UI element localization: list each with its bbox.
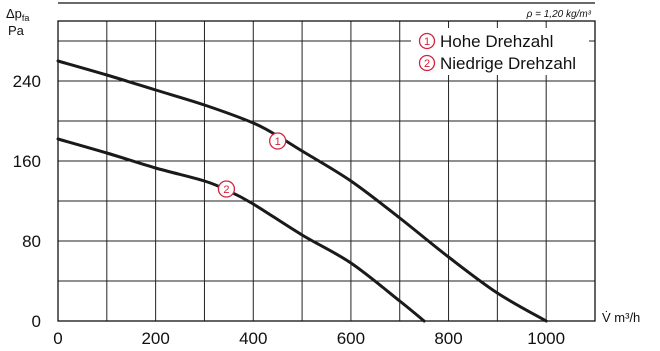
y-axis-unit: Pa: [8, 23, 25, 38]
x-tick-label-200: 200: [141, 329, 169, 348]
y-tick-label-80: 80: [22, 232, 41, 251]
y-axis-symbol-main: Δp: [6, 6, 22, 21]
x-tick-label-800: 800: [434, 329, 462, 348]
tick-labels: 0 200 400 600 800 1000 0 80 160 240: [13, 72, 565, 348]
legend-marker-1-digit: 1: [424, 36, 430, 48]
curves: [56, 59, 548, 323]
y-axis-symbol: Δpfa: [6, 6, 29, 23]
legend-marker-1: [418, 32, 436, 50]
legend-item-niedrige-drehzahl: 2 Niedrige Drehzahl: [418, 54, 576, 73]
legend-item-hohe-drehzahl: 1 Hohe Drehzahl: [418, 32, 553, 51]
legend-marker-2: [418, 54, 436, 72]
y-tick-label-240: 240: [13, 72, 41, 91]
legend-marker-2-digit: 2: [424, 58, 430, 70]
legend-label-2: Niedrige Drehzahl: [440, 54, 576, 73]
curve-markers: 12: [217, 132, 287, 198]
x-tick-label-600: 600: [337, 329, 365, 348]
plot-frame: [57, 20, 596, 322]
y-axis-symbol-sub: fa: [22, 13, 30, 23]
series-line-2: [56, 137, 426, 323]
legend-label-1: Hohe Drehzahl: [440, 32, 553, 51]
curve-marker-digit-2: 2: [223, 184, 229, 196]
x-tick-label-400: 400: [239, 329, 267, 348]
legend-background: [411, 28, 589, 75]
curve-marker-1: [269, 132, 287, 150]
y-tick-label-160: 160: [13, 152, 41, 171]
series-line-1: [56, 59, 548, 323]
x-tick-label-1000: 1000: [527, 329, 565, 348]
y-tick-label-0: 0: [32, 312, 41, 331]
curve-marker-2: [217, 180, 236, 198]
x-axis-label: V̇ m³/h: [602, 310, 640, 325]
curve-marker-digit-1: 1: [275, 136, 281, 148]
legend: 1 Hohe Drehzahl 2 Niedrige Drehzahl: [411, 28, 589, 75]
x-tick-label-0: 0: [53, 329, 62, 348]
density-note: ρ = 1,20 kg/m³: [526, 9, 592, 20]
